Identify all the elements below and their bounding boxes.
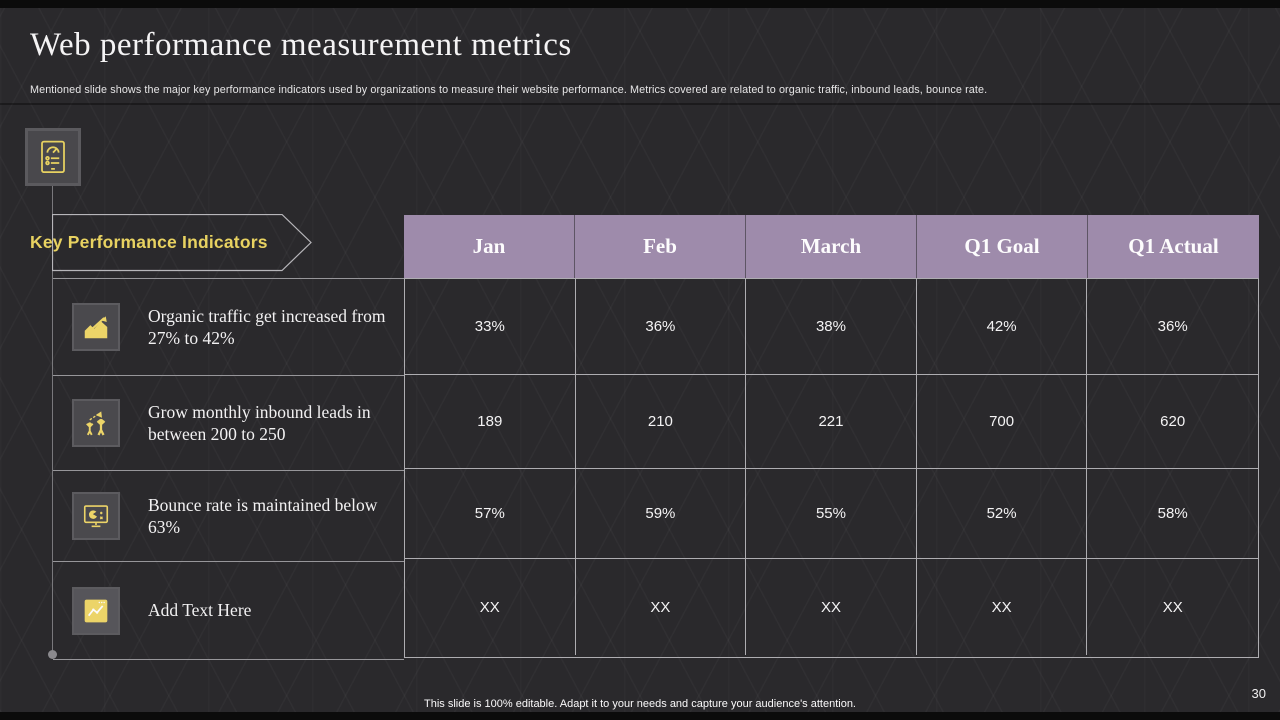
kpi-row-label: Add Text Here xyxy=(148,600,252,621)
table-cell: 55% xyxy=(746,469,917,559)
table-cell: XX xyxy=(576,559,747,655)
page-number: 30 xyxy=(1251,686,1266,701)
table-cell: 36% xyxy=(575,279,747,375)
column-header-q1-goal: Q1 Goal xyxy=(917,215,1088,278)
table-cell: 33% xyxy=(405,279,576,375)
table-header-row: Jan Feb March Q1 Goal Q1 Actual xyxy=(404,215,1259,278)
metrics-table-body: 33% 36% 38% 42% 36% 189 210 221 700 620 … xyxy=(404,278,1259,658)
table-cell: 59% xyxy=(575,469,747,559)
note-chart-icon xyxy=(72,586,120,635)
kpi-heading: Key Performance Indicators xyxy=(30,232,268,252)
hex-pattern-background xyxy=(0,8,1280,712)
table-row: Organic traffic get increased from 27% t… xyxy=(53,279,404,376)
column-header-q1-actual: Q1 Actual xyxy=(1128,234,1219,258)
column-header-jan: Jan xyxy=(404,215,575,278)
table-cell: 38% xyxy=(746,279,917,375)
kpi-row-label: Bounce rate is maintained below 63% xyxy=(148,494,378,537)
slide-footer-note: This slide is 100% editable. Adapt it to… xyxy=(424,698,856,710)
table-cell: 42% xyxy=(916,279,1088,375)
table-cell: 620 xyxy=(1087,375,1258,469)
table-cell: XX xyxy=(405,559,576,655)
table-cell: 57% xyxy=(405,469,576,559)
table-cell: 700 xyxy=(916,375,1088,469)
table-cell: XX xyxy=(917,559,1088,655)
header-divider xyxy=(0,103,1280,105)
kpi-description-column: Organic traffic get increased from 27% t… xyxy=(53,278,404,660)
people-growth-icon xyxy=(72,399,120,447)
table-cell: 58% xyxy=(1087,469,1258,559)
kpi-row-label: Organic traffic get increased from 27% t… xyxy=(148,305,386,348)
connector-line xyxy=(52,186,53,215)
table-cell: XX xyxy=(746,559,917,655)
table-cell: 189 xyxy=(405,375,576,469)
page-title: Web performance measurement metrics xyxy=(30,27,572,63)
growth-chart-icon xyxy=(72,303,120,351)
slide-subtitle: Mentioned slide shows the major key perf… xyxy=(30,84,988,96)
table-cell: 36% xyxy=(1087,279,1258,375)
kpi-arrow-shape xyxy=(52,214,312,272)
monitor-pie-icon xyxy=(72,492,120,540)
column-header-feb: Feb xyxy=(575,215,746,278)
column-header-march: March xyxy=(746,215,917,278)
table-cell: 221 xyxy=(746,375,917,469)
connector-end-dot xyxy=(48,650,57,659)
table-cell: XX xyxy=(1162,598,1183,616)
table-row: Bounce rate is maintained below 63% xyxy=(53,471,404,562)
kpi-row-label: Grow monthly inbound leads in between 20… xyxy=(148,401,371,444)
table-row: Add Text Here xyxy=(53,562,404,659)
connector-line xyxy=(52,270,53,653)
table-row: Grow monthly inbound leads in between 20… xyxy=(53,376,404,471)
dashboard-report-icon xyxy=(25,128,81,186)
table-cell: 210 xyxy=(575,375,747,469)
slide-background xyxy=(0,8,1280,712)
table-cell: 52% xyxy=(916,469,1088,559)
